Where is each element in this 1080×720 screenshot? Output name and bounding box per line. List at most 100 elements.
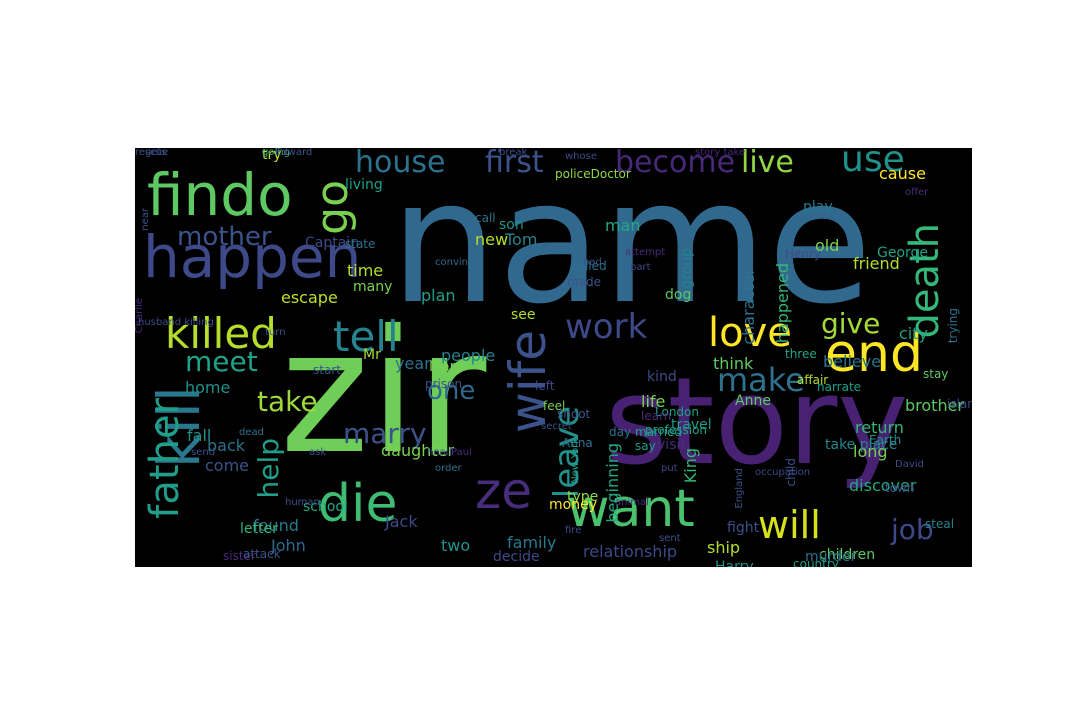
word-see: see xyxy=(511,307,536,323)
word-married: married xyxy=(635,425,683,439)
word-want: want xyxy=(567,479,695,539)
word-steal: steal xyxy=(925,517,955,531)
word-king: King xyxy=(681,448,700,484)
word-tom: Tom xyxy=(505,230,538,249)
word-town: town xyxy=(885,481,915,495)
word-offer: offer xyxy=(905,187,929,198)
word-brother: brother xyxy=(905,396,965,415)
word-animal: animal xyxy=(615,497,649,508)
word-children: children xyxy=(819,547,876,563)
word-mother: mother xyxy=(177,222,272,252)
word-long: long xyxy=(853,442,888,461)
word-order: order xyxy=(435,463,462,474)
word-convince: convince xyxy=(435,257,480,268)
word-home: home xyxy=(185,378,231,397)
word-name: name xyxy=(390,148,873,342)
word-island: island xyxy=(947,397,972,411)
word-story: story xyxy=(605,353,909,492)
word-play: play xyxy=(803,199,833,215)
word-think: think xyxy=(713,354,754,373)
word-affair: affair xyxy=(797,373,829,387)
word-secret: secret xyxy=(541,421,572,432)
word-turn: turn xyxy=(265,327,286,338)
word-end: end xyxy=(825,324,923,384)
word-character: character xyxy=(739,268,758,345)
word-people: people xyxy=(441,346,496,365)
word-beginning: beginning xyxy=(603,443,622,523)
word-cloud: name zir story findo happen go killed tell kill f… xyxy=(135,148,972,567)
word-new-york: New York xyxy=(570,438,581,484)
word-sent: sent xyxy=(659,533,681,544)
word-father: father xyxy=(142,398,188,519)
word-called: called xyxy=(571,259,607,273)
word-mary: Mary xyxy=(429,359,464,375)
word-feel: feel xyxy=(543,399,566,413)
word-escape: escape xyxy=(281,288,338,307)
word-jack: Jack xyxy=(385,512,418,531)
word-bad: bad xyxy=(583,257,602,268)
word-living: living xyxy=(345,177,383,193)
word-found: found xyxy=(253,516,299,535)
word-try: try xyxy=(262,148,282,163)
word-take: take xyxy=(257,385,318,418)
word-shoot: shoot xyxy=(557,407,591,421)
word-happened: happened xyxy=(773,263,792,344)
word-daughter: daughter xyxy=(381,441,455,460)
word-friend: friend xyxy=(853,254,900,273)
word-cause: cause xyxy=(879,164,926,183)
word-henry: Henry xyxy=(785,247,822,261)
word-break: break xyxy=(499,148,528,158)
word-make: make xyxy=(717,361,805,399)
word-husband-killing: husband killing xyxy=(138,317,214,328)
word-david: David xyxy=(895,459,924,470)
word-job: job xyxy=(891,513,934,546)
word-day: day xyxy=(609,425,632,439)
word-many: many xyxy=(353,279,393,295)
word-harry: Harry xyxy=(715,559,754,567)
word-one: one xyxy=(427,376,476,406)
word-visit: visit xyxy=(657,437,686,453)
word-stay: stay xyxy=(923,367,949,381)
word-anna: Anna xyxy=(562,436,593,450)
word-time: time xyxy=(347,261,384,280)
word-school: school xyxy=(303,499,348,515)
word-ask: ask xyxy=(309,447,327,458)
word-old: old xyxy=(815,236,840,255)
word-attempt: attempt xyxy=(625,247,666,258)
word-work: work xyxy=(565,307,648,347)
word-learn: learn xyxy=(641,409,672,423)
word-tell: tell xyxy=(333,312,399,361)
word-meet: meet xyxy=(185,345,258,378)
word-going: going xyxy=(262,148,290,158)
word-letter: letter xyxy=(240,521,278,537)
word-prison: prison xyxy=(425,377,463,391)
word-happen: happen xyxy=(143,223,362,291)
word-discover: discover xyxy=(849,476,917,495)
word-narrate: narrate xyxy=(817,380,862,394)
word-year: year xyxy=(395,354,431,373)
word-decide: decide xyxy=(493,549,540,565)
word-become: become xyxy=(615,148,736,180)
word-type: type xyxy=(567,489,599,505)
word-anne: Anne xyxy=(735,393,771,409)
word-live: live xyxy=(741,148,794,180)
word-part: part xyxy=(630,262,651,273)
word-fight: fight xyxy=(727,520,760,536)
word-gets: gets xyxy=(145,148,167,158)
word-give: give xyxy=(821,307,881,340)
word-kind: kind xyxy=(647,369,677,385)
word-ship: ship xyxy=(707,538,741,557)
word-ze: ze xyxy=(475,462,533,520)
word-captain: Captain xyxy=(305,235,360,251)
word-life: life xyxy=(641,392,666,411)
word-left: left xyxy=(535,379,555,393)
word-country: country xyxy=(793,557,839,567)
word-back: back xyxy=(207,436,246,455)
word-die: die xyxy=(318,474,398,534)
word-rescue: rescue xyxy=(135,148,169,158)
word-death: death xyxy=(902,223,948,339)
word-near: near xyxy=(140,208,151,231)
word-policedoctor: policeDoctor xyxy=(555,167,631,181)
word-george: George xyxy=(877,245,929,261)
word-trying: trying xyxy=(946,308,960,344)
